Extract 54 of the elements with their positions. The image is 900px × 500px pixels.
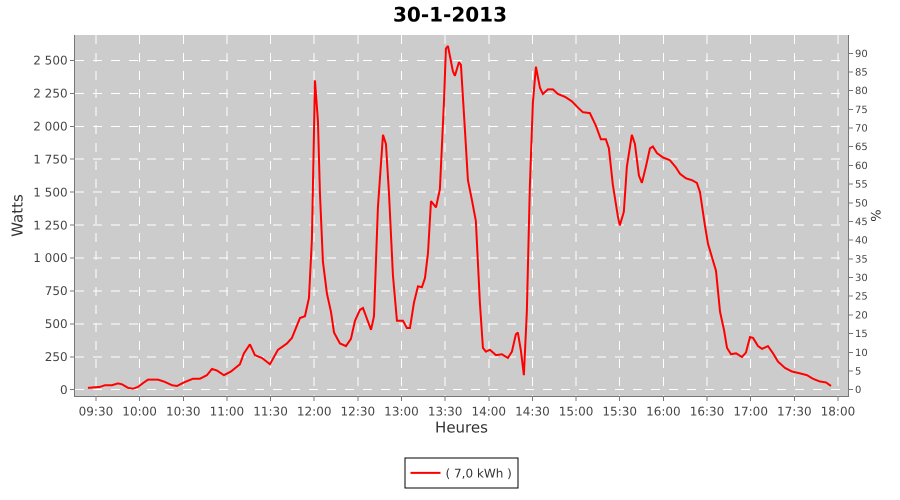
y2-tick-label: 40 — [855, 236, 868, 247]
y2-tick-label: 60 — [855, 160, 868, 172]
x-tick-label: 10:30 — [166, 404, 201, 418]
x-tick-label: 14:30 — [515, 404, 550, 418]
y2-tick-label: 15 — [855, 329, 868, 340]
y-axis-title: Watts — [8, 194, 26, 237]
x-tick-label: 12:00 — [296, 404, 332, 418]
y2-tick-label: 90 — [855, 48, 868, 60]
y2-tick-label: 5 — [855, 366, 862, 378]
y-tick-label: 750 — [44, 284, 68, 298]
y-tick-label: 1 250 — [33, 218, 68, 232]
y2-tick-label: 30 — [855, 273, 868, 284]
y2-tick-label: 55 — [855, 180, 868, 191]
x-tick-label: 11:00 — [210, 404, 244, 418]
y-tick-label: 500 — [44, 317, 68, 332]
x-tick-label: 17:00 — [733, 404, 768, 418]
x-tick-label: 18:00 — [820, 404, 856, 418]
y2-tick-label: 80 — [855, 86, 868, 98]
y2-tick-label: 20 — [855, 310, 868, 322]
y2-tick-label: 70 — [855, 124, 868, 135]
x-tick-label: 15:30 — [602, 404, 638, 418]
x-tick-label: 16:00 — [646, 404, 681, 418]
y2-axis-title: % — [869, 209, 884, 222]
y2-tick-label: 75 — [855, 104, 868, 116]
x-tick-label: 13:00 — [384, 404, 419, 418]
y-tick-label: 1 750 — [33, 152, 68, 166]
y-tick-label: 2 250 — [33, 86, 68, 101]
x-tick-label: 14:00 — [471, 404, 506, 418]
y2-tick-label: 85 — [855, 68, 868, 78]
y-tick-label: 2 000 — [33, 119, 68, 134]
y-tick-label: 1 500 — [33, 185, 68, 200]
x-tick-label: 09:30 — [78, 404, 114, 418]
chart-title: 30-1-2013 — [392, 2, 508, 26]
x-tick-label: 12:30 — [340, 404, 376, 418]
y2-tick-label: 35 — [855, 254, 868, 266]
x-axis-title: Heures — [435, 418, 488, 436]
y-tick-label: 1 000 — [33, 251, 68, 266]
y2-tick-label: 65 — [855, 142, 868, 154]
y2-tick-label: 25 — [855, 292, 868, 303]
y-tick-label: 2 500 — [33, 54, 68, 68]
x-tick-label: 17:30 — [777, 404, 812, 418]
y-tick-label: 250 — [44, 350, 68, 364]
y2-tick-label: 10 — [855, 348, 868, 359]
x-tick-label: 16:30 — [690, 404, 724, 418]
y2-tick-label: 45 — [855, 216, 868, 228]
line-series — [86, 44, 832, 390]
y2-tick-label: 50 — [855, 198, 868, 210]
y2-tick-label: 0 — [855, 385, 862, 396]
x-tick-label: 13:30 — [428, 404, 462, 418]
x-tick-label: 11:30 — [253, 404, 288, 418]
x-tick-label: 10:00 — [122, 404, 157, 418]
x-tick-label: 15:00 — [558, 404, 594, 418]
y-tick-label: 0 — [60, 382, 68, 397]
legend-label: ( 7,0 kWh ) — [446, 466, 512, 481]
